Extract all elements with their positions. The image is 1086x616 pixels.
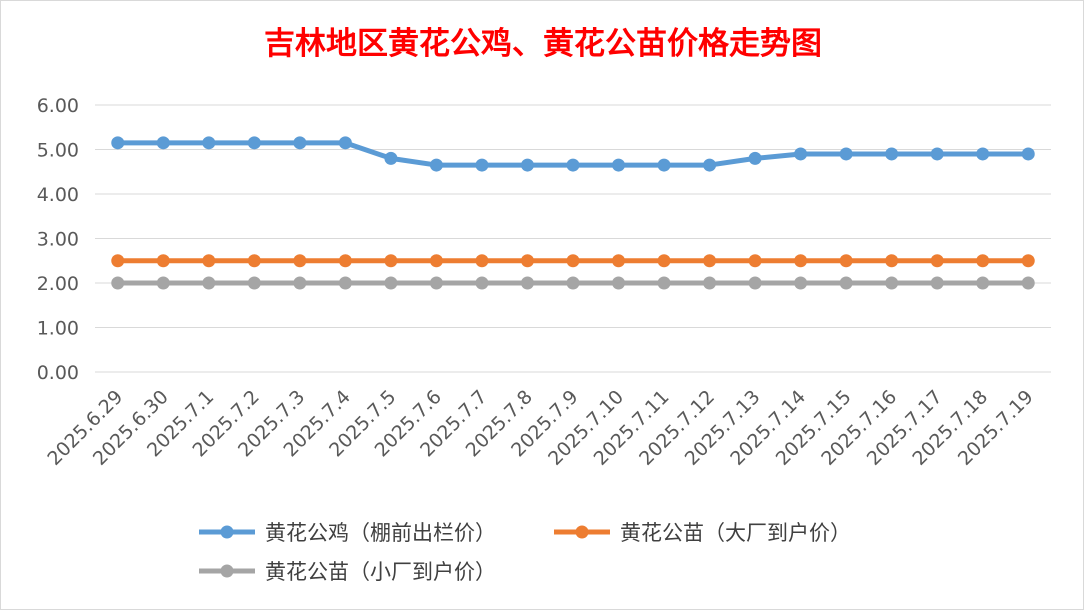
series-layer xyxy=(111,136,1035,290)
data-point xyxy=(566,254,580,268)
y-tick-label: 2.00 xyxy=(37,273,79,295)
data-point xyxy=(384,151,398,165)
data-point xyxy=(976,147,990,161)
data-point xyxy=(202,136,216,150)
legend-label: 黄花公苗（小厂到户价） xyxy=(265,560,496,584)
data-point xyxy=(1021,147,1035,161)
data-point xyxy=(293,276,307,290)
data-point xyxy=(202,276,216,290)
data-point xyxy=(384,276,398,290)
data-point xyxy=(839,276,853,290)
data-point xyxy=(338,254,352,268)
data-point xyxy=(566,276,580,290)
legend-marker xyxy=(575,525,589,539)
data-point xyxy=(247,254,261,268)
data-point xyxy=(703,158,717,172)
data-point xyxy=(429,276,443,290)
y-axis-ticks: 0.00 1.00 2.00 3.00 4.00 5.00 6.00 xyxy=(37,95,79,384)
data-point xyxy=(794,254,808,268)
data-point xyxy=(703,276,717,290)
y-tick-label: 4.00 xyxy=(37,184,79,206)
data-point xyxy=(1021,254,1035,268)
data-point xyxy=(930,254,944,268)
data-point xyxy=(748,151,762,165)
data-point xyxy=(247,276,261,290)
data-point xyxy=(293,136,307,150)
data-point xyxy=(1021,276,1035,290)
data-point xyxy=(475,276,489,290)
data-point xyxy=(429,158,443,172)
data-point xyxy=(293,254,307,268)
legend-marker xyxy=(220,525,234,539)
data-point xyxy=(657,158,671,172)
data-point xyxy=(885,254,899,268)
data-point xyxy=(976,254,990,268)
data-point xyxy=(111,136,125,150)
legend: 黄花公鸡（棚前出栏价） 黄花公苗（大厂到户价） 黄花公苗（小厂到户价） xyxy=(199,521,851,584)
x-axis-ticks: 2025.6.292025.6.302025.7.12025.7.22025.7… xyxy=(43,386,1037,470)
data-point xyxy=(748,276,762,290)
data-point xyxy=(475,254,489,268)
y-tick-label: 5.00 xyxy=(37,140,79,162)
data-point xyxy=(612,254,626,268)
data-point xyxy=(338,276,352,290)
y-tick-label: 0.00 xyxy=(37,362,79,384)
data-point xyxy=(156,276,170,290)
data-point xyxy=(839,254,853,268)
data-point xyxy=(156,136,170,150)
data-point xyxy=(794,147,808,161)
data-point xyxy=(657,254,671,268)
legend-label: 黄花公鸡（棚前出栏价） xyxy=(265,521,496,545)
data-point xyxy=(111,254,125,268)
legend-entry: 黄花公苗（大厂到户价） xyxy=(554,521,851,545)
data-point xyxy=(930,276,944,290)
data-point xyxy=(839,147,853,161)
data-point xyxy=(202,254,216,268)
legend-entry: 黄花公苗（小厂到户价） xyxy=(199,560,496,584)
data-point xyxy=(566,158,580,172)
data-point xyxy=(520,158,534,172)
y-tick-label: 1.00 xyxy=(37,318,79,340)
chart-title: 吉林地区黄花公鸡、黄花公苗价格走势图 xyxy=(264,26,822,62)
data-point xyxy=(156,254,170,268)
series-1 xyxy=(111,136,1035,172)
data-point xyxy=(520,276,534,290)
y-tick-label: 6.00 xyxy=(37,95,79,117)
data-point xyxy=(338,136,352,150)
data-point xyxy=(930,147,944,161)
data-point xyxy=(657,276,671,290)
data-point xyxy=(748,254,762,268)
data-point xyxy=(703,254,717,268)
legend-marker xyxy=(220,564,234,578)
legend-label: 黄花公苗（大厂到户价） xyxy=(620,521,851,545)
legend-entry: 黄花公鸡（棚前出栏价） xyxy=(199,521,496,545)
series-2 xyxy=(111,254,1035,268)
data-point xyxy=(384,254,398,268)
data-point xyxy=(976,276,990,290)
data-point xyxy=(111,276,125,290)
data-point xyxy=(429,254,443,268)
data-point xyxy=(520,254,534,268)
data-point xyxy=(612,276,626,290)
data-point xyxy=(885,276,899,290)
data-point xyxy=(612,158,626,172)
data-point xyxy=(885,147,899,161)
y-tick-label: 3.00 xyxy=(37,229,79,251)
data-point xyxy=(475,158,489,172)
data-point xyxy=(247,136,261,150)
data-point xyxy=(794,276,808,290)
series-3 xyxy=(111,276,1035,290)
